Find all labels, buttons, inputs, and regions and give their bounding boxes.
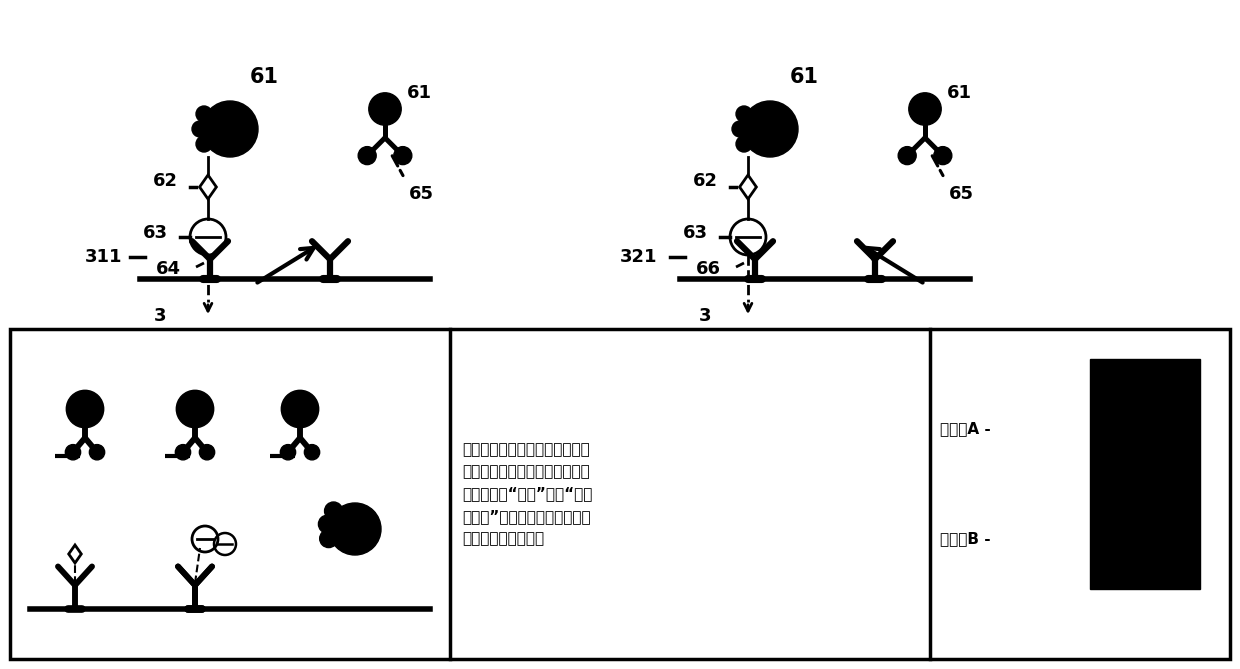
Circle shape: [368, 93, 402, 125]
Circle shape: [66, 390, 104, 427]
Circle shape: [202, 101, 258, 157]
Circle shape: [934, 147, 952, 165]
Circle shape: [320, 530, 337, 548]
Text: 检测线B -: 检测线B -: [940, 531, 991, 547]
Text: 62: 62: [693, 172, 718, 190]
Circle shape: [176, 390, 213, 427]
Circle shape: [304, 445, 320, 460]
Circle shape: [196, 136, 212, 152]
Circle shape: [319, 515, 336, 533]
Circle shape: [358, 147, 376, 165]
Circle shape: [175, 445, 191, 460]
Text: 检测线A -: 检测线A -: [940, 421, 991, 436]
Text: 321: 321: [620, 248, 657, 266]
Text: 63: 63: [683, 224, 708, 242]
Circle shape: [200, 445, 215, 460]
Text: 311: 311: [86, 248, 123, 266]
Circle shape: [66, 445, 81, 460]
Circle shape: [909, 93, 941, 125]
Text: 61: 61: [947, 84, 972, 102]
Text: 65: 65: [409, 185, 434, 203]
Circle shape: [394, 147, 412, 165]
Circle shape: [192, 121, 208, 137]
Circle shape: [329, 503, 381, 555]
Text: 63: 63: [143, 224, 167, 242]
Text: 61: 61: [790, 67, 818, 87]
Text: 66: 66: [696, 260, 720, 278]
Text: 3: 3: [699, 307, 712, 325]
Bar: [10, 329, 1230, 659]
Circle shape: [281, 390, 319, 427]
Text: 61: 61: [407, 84, 432, 102]
Text: 61: 61: [250, 67, 279, 87]
Text: 3: 3: [154, 307, 166, 325]
Circle shape: [89, 445, 104, 460]
Circle shape: [732, 121, 748, 137]
Circle shape: [737, 106, 751, 122]
Text: 将捕获抗体固定在检测线，在量
子点上标记抗体构成荧光探针，
与检测抗原“桥连”形成“双抗
体夹心”免疫复合物，荧光探针
积累形成检测信号。: 将捕获抗体固定在检测线，在量 子点上标记抗体构成荧光探针， 与检测抗原“桥连”形…: [463, 442, 593, 546]
Circle shape: [742, 101, 799, 157]
Circle shape: [898, 147, 916, 165]
Text: 62: 62: [153, 172, 179, 190]
Circle shape: [196, 106, 212, 122]
Text: 64: 64: [156, 260, 181, 278]
Circle shape: [280, 445, 295, 460]
Bar: [1090, 359, 1200, 589]
Circle shape: [737, 136, 751, 152]
Circle shape: [325, 502, 342, 520]
Text: 65: 65: [949, 185, 973, 203]
